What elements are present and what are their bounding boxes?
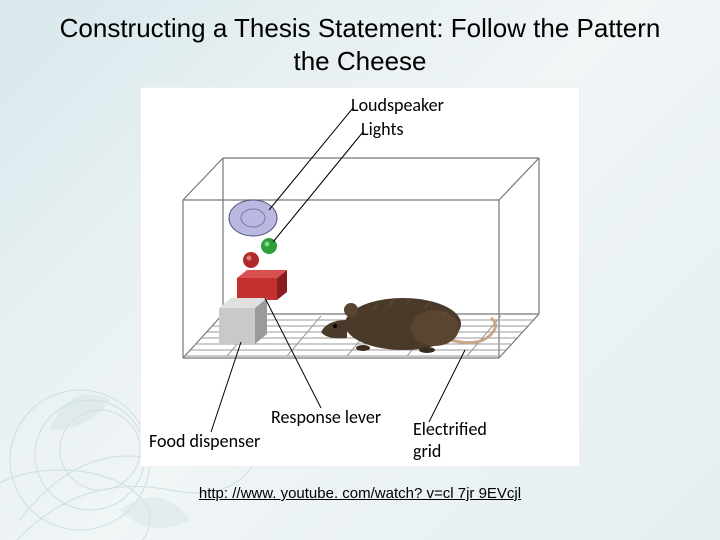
response-lever-icon (237, 270, 287, 300)
skinner-box-diagram: Loudspeaker Lights Response lever Food d… (140, 87, 580, 467)
label-lights: Lights (361, 118, 404, 140)
light-red-icon (243, 252, 259, 268)
label-electrified-grid: Electrified grid Electrifiedgrid (413, 418, 487, 462)
slide: Constructing a Thesis Statement: Follow … (0, 0, 720, 540)
loudspeaker-icon (229, 200, 277, 236)
youtube-link[interactable]: http: //www. youtube. com/watch? v=cl 7j… (48, 485, 672, 502)
label-loudspeaker: Loudspeaker (351, 94, 444, 116)
label-response-lever: Response lever (271, 406, 381, 428)
slide-title: Constructing a Thesis Statement: Follow … (48, 12, 672, 77)
light-red-highlight (247, 256, 252, 261)
food-dispenser-icon (219, 298, 267, 344)
light-green-highlight (265, 242, 270, 247)
label-food-dispenser: Food dispenser (149, 430, 260, 452)
